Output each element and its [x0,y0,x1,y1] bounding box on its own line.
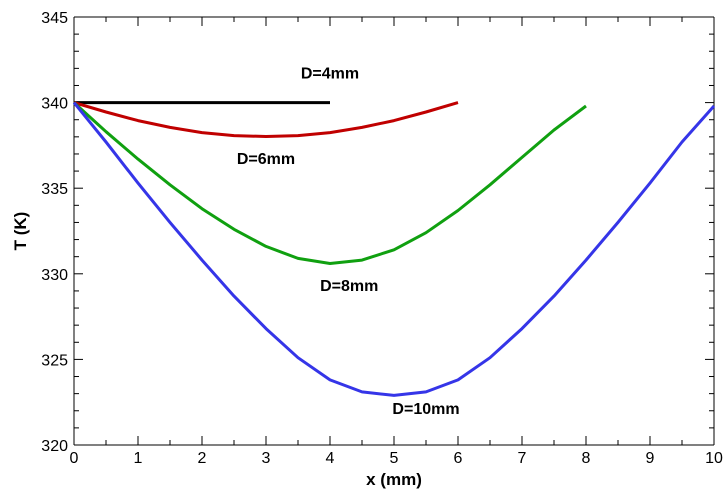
x-tick-label: 4 [326,450,335,467]
series-annotation: D=6mm [237,151,295,168]
y-tick-label: 340 [41,96,68,113]
x-tick-label: 0 [70,450,79,467]
y-tick-label: 325 [41,352,68,369]
series-line-2 [73,101,459,138]
x-tick-label: 7 [518,450,527,467]
series-line-4 [72,101,716,397]
x-tick-label: 3 [262,450,271,467]
x-tick-label: 2 [198,450,207,467]
series-annotations: D=4mm D=6mm D=8mm D=10mm [237,66,460,419]
x-tick-label: 8 [582,450,591,467]
series-line-3 [72,101,587,265]
x-tick-label: 1 [134,450,143,467]
series-annotation: D=8mm [320,278,378,295]
y-tick-label: 320 [41,438,68,455]
series-annotation: D=10mm [392,401,459,418]
y-tick-label: 335 [41,181,68,198]
x-tick-label: 6 [454,450,463,467]
x-tick-label: 5 [390,450,399,467]
plot-frame [73,16,715,446]
y-axis-label: T (K) [11,212,30,251]
series-lines [72,101,716,397]
series-annotation: D=4mm [301,66,359,83]
x-tick-label: 9 [646,450,655,467]
y-tick-label: 345 [41,10,68,27]
x-axis-label: x (mm) [366,470,422,489]
x-tick-label: 10 [705,450,723,467]
y-tick-label: 330 [41,267,68,284]
